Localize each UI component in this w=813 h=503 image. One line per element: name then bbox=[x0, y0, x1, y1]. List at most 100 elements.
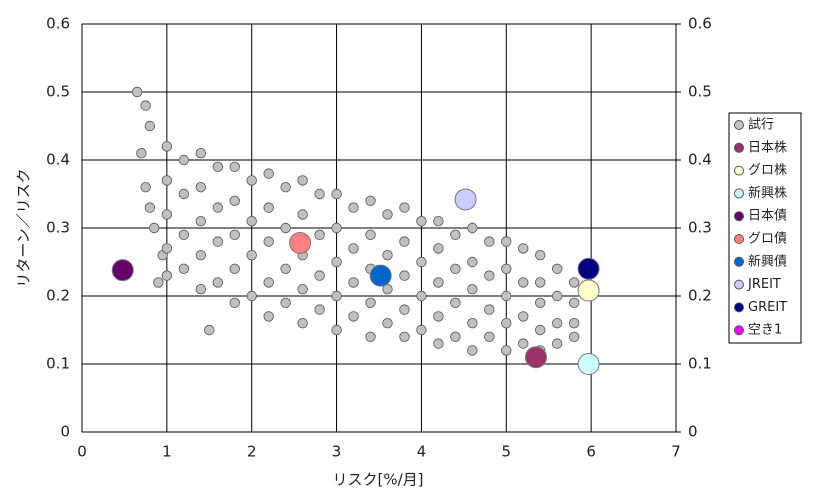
trial-point bbox=[484, 331, 495, 343]
trial-point bbox=[140, 100, 151, 111]
y2-tick-label: 0.6 bbox=[688, 15, 712, 33]
trial-point bbox=[161, 175, 173, 186]
trial-point bbox=[331, 222, 342, 234]
plot-border bbox=[81, 23, 677, 433]
trial-point bbox=[131, 86, 143, 98]
trial-point bbox=[518, 277, 529, 288]
x-tick-label: 3 bbox=[332, 443, 342, 461]
trial-point bbox=[382, 249, 393, 261]
trial-point bbox=[484, 270, 495, 281]
legend-marker bbox=[734, 234, 744, 244]
trial-point bbox=[314, 270, 325, 281]
x-axis-title: リスク[%/月] bbox=[332, 471, 423, 489]
y-axis-title: リターン／リスク bbox=[15, 168, 33, 287]
legend-marker bbox=[734, 279, 744, 290]
trial-point bbox=[161, 243, 173, 254]
trial-point bbox=[416, 215, 427, 227]
trial-point bbox=[568, 277, 580, 288]
trial-point bbox=[399, 304, 410, 315]
legend-label: 新興債 bbox=[748, 253, 787, 269]
y2-tick-label: 0.3 bbox=[688, 219, 712, 237]
trial-point bbox=[331, 256, 342, 268]
legend-marker bbox=[734, 165, 744, 176]
legend-label: グロ債 bbox=[748, 232, 787, 247]
trial-point bbox=[178, 154, 190, 166]
trial-point bbox=[535, 249, 546, 261]
trial-point bbox=[195, 284, 207, 295]
trial-point bbox=[136, 147, 147, 159]
legend-marker bbox=[734, 302, 744, 313]
trial-point bbox=[212, 202, 223, 213]
trial-point bbox=[178, 263, 190, 275]
trial-point bbox=[229, 195, 240, 207]
trial-point bbox=[365, 195, 376, 207]
asset-point bbox=[524, 346, 547, 369]
trial-point bbox=[552, 318, 563, 329]
trial-point bbox=[433, 215, 444, 227]
trial-point bbox=[568, 318, 580, 329]
asset-point bbox=[289, 231, 312, 254]
y-tick-label: 0.2 bbox=[46, 287, 70, 305]
y2-tick-label: 0 bbox=[688, 423, 698, 441]
trial-point bbox=[280, 222, 291, 234]
trial-point bbox=[467, 222, 478, 234]
trial-point bbox=[433, 338, 444, 349]
x-tick-label: 6 bbox=[586, 443, 596, 461]
trial-point bbox=[535, 277, 546, 288]
trial-point bbox=[382, 284, 393, 295]
trial-point bbox=[501, 236, 512, 247]
trial-point bbox=[433, 311, 444, 322]
legend-label: JREIT bbox=[747, 277, 781, 292]
y-tick-label: 0.4 bbox=[46, 151, 70, 169]
trial-point bbox=[212, 161, 223, 173]
trial-point bbox=[450, 297, 461, 309]
legend-marker bbox=[734, 211, 744, 222]
legend-label: 日本債 bbox=[748, 209, 787, 224]
trial-point bbox=[450, 263, 461, 275]
trial-point bbox=[229, 297, 240, 309]
y2-tick-label: 0.4 bbox=[688, 151, 712, 169]
trial-point bbox=[399, 202, 410, 213]
trial-point bbox=[433, 277, 444, 288]
trial-point bbox=[195, 249, 207, 261]
trial-point bbox=[484, 304, 495, 315]
x-tick-label: 1 bbox=[162, 443, 172, 461]
trial-point bbox=[246, 175, 257, 186]
trial-point bbox=[297, 318, 308, 329]
trial-point bbox=[161, 270, 173, 281]
asset-point bbox=[111, 259, 134, 282]
trial-point bbox=[416, 256, 427, 268]
trial-point bbox=[450, 229, 461, 241]
trial-point bbox=[263, 168, 274, 179]
trial-point bbox=[348, 311, 359, 322]
trial-point bbox=[314, 304, 325, 315]
trial-point bbox=[399, 236, 410, 247]
trial-point bbox=[229, 161, 240, 173]
trial-point bbox=[518, 311, 529, 322]
trial-point bbox=[144, 202, 156, 213]
trial-point bbox=[148, 222, 160, 234]
trial-point bbox=[246, 215, 257, 227]
trial-point bbox=[263, 311, 274, 322]
trial-point bbox=[263, 277, 274, 288]
legend-label: 新興株 bbox=[748, 185, 787, 201]
asset-point bbox=[577, 353, 600, 375]
trial-point bbox=[178, 229, 190, 241]
trial-point bbox=[467, 284, 478, 295]
trial-point bbox=[484, 236, 495, 247]
trial-point bbox=[467, 256, 478, 268]
trial-point bbox=[297, 284, 308, 295]
trial-point bbox=[568, 331, 580, 343]
legend-marker bbox=[734, 325, 744, 336]
y2-tick-label: 0.2 bbox=[688, 287, 712, 305]
trial-point bbox=[140, 181, 151, 193]
trial-point bbox=[467, 345, 478, 356]
trial-point bbox=[280, 181, 291, 193]
trial-point bbox=[246, 290, 257, 302]
trial-point bbox=[518, 243, 529, 254]
y-tick-label: 0.1 bbox=[46, 355, 70, 373]
trial-point bbox=[416, 324, 427, 336]
trial-point bbox=[535, 297, 546, 309]
legend-label: グロ株 bbox=[748, 163, 787, 178]
